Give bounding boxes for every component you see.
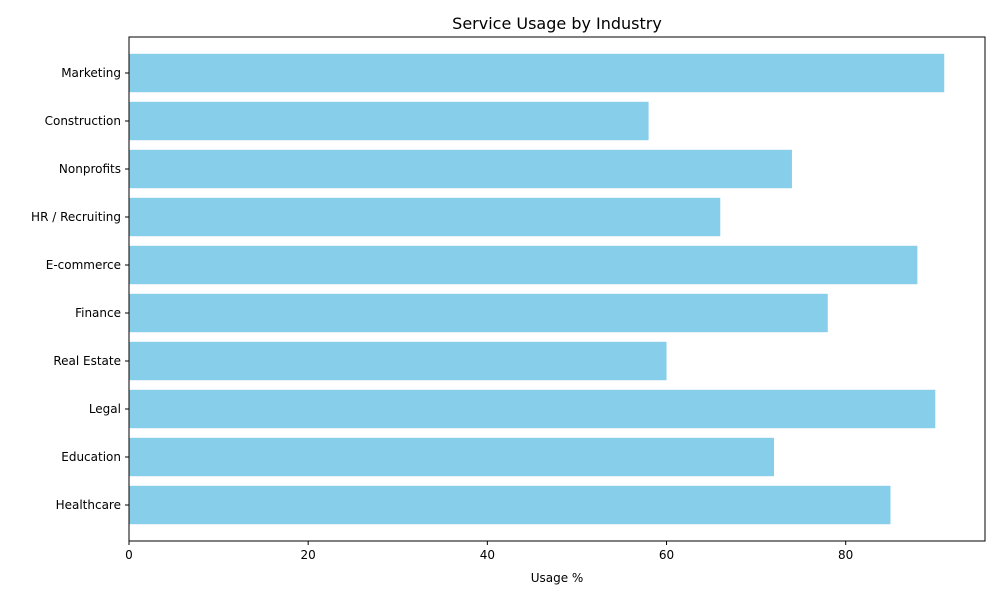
bar-healthcare xyxy=(129,485,891,525)
plot-frame xyxy=(128,36,986,542)
bar-marketing xyxy=(129,53,945,93)
bar-real-estate xyxy=(129,341,667,381)
y-tick-label-nonprofits: Nonprofits xyxy=(59,162,121,176)
chart-title: Service Usage by Industry xyxy=(452,14,662,33)
y-tick-label-hr-recruiting: HR / Recruiting xyxy=(31,210,121,224)
x-tick-label-60: 60 xyxy=(659,548,674,562)
x-tick-label-0: 0 xyxy=(125,548,133,562)
y-tick-label-finance: Finance xyxy=(75,306,121,320)
y-tick-label-legal: Legal xyxy=(89,402,121,416)
bar-construction xyxy=(129,101,649,141)
bar-education xyxy=(129,437,775,477)
y-tick-label-healthcare: Healthcare xyxy=(56,498,121,512)
bar-finance xyxy=(129,293,828,333)
bar-nonprofits xyxy=(129,149,792,189)
bar-legal xyxy=(129,389,936,429)
x-axis-label: Usage % xyxy=(531,571,584,585)
y-tick-label-e-commerce: E-commerce xyxy=(46,258,121,272)
bar-e-commerce xyxy=(129,245,918,285)
y-tick-label-real-estate: Real Estate xyxy=(53,354,121,368)
bar-hr-recruiting xyxy=(129,197,721,237)
axes xyxy=(128,36,986,542)
y-axis-ticks: Healthcare Education Legal Real Estate Finan… xyxy=(31,66,129,512)
y-tick-label-education: Education xyxy=(61,450,121,464)
y-tick-label-marketing: Marketing xyxy=(61,66,121,80)
x-tick-label-40: 40 xyxy=(480,548,495,562)
x-axis-ticks: 0 20 40 60 80 xyxy=(125,541,853,562)
bars xyxy=(129,53,945,525)
x-tick-label-80: 80 xyxy=(838,548,853,562)
y-tick-label-construction: Construction xyxy=(45,114,121,128)
x-tick-label-20: 20 xyxy=(301,548,316,562)
